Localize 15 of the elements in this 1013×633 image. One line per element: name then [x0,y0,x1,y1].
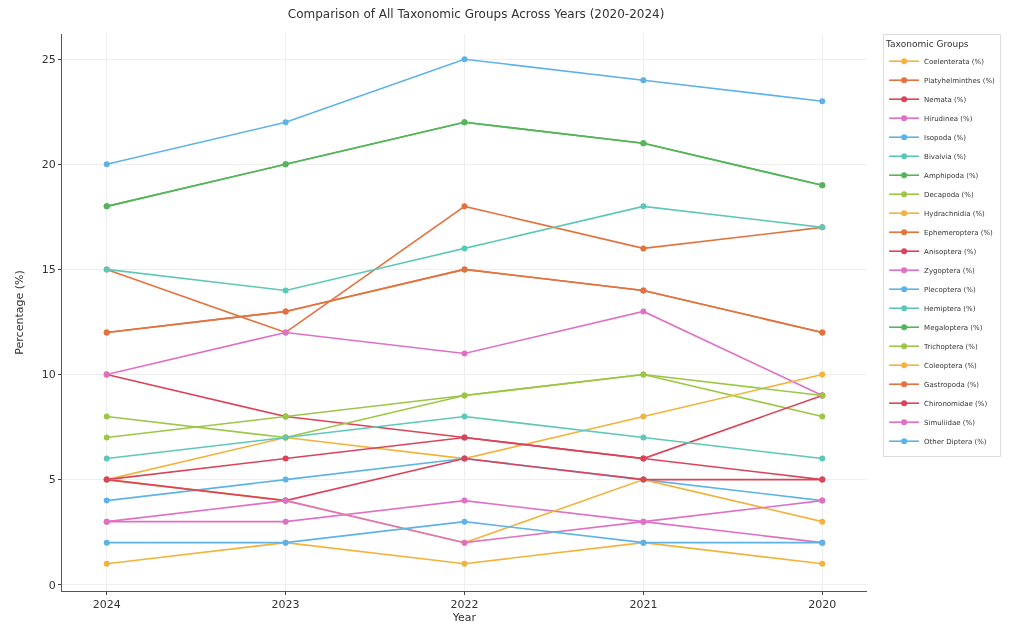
legend-title: Taxonomic Groups [885,38,969,49]
y-tick-label: 0 [48,578,56,592]
x-tick-label: 2022 [450,598,479,612]
y-tick-label: 10 [41,368,56,382]
x-axis-title: Year [451,611,477,625]
x-tick-label: 2021 [629,598,658,612]
x-tick-label: 2020 [808,598,837,612]
x-tick-label: 2023 [271,598,300,612]
y-axis-title: Percentage (%) [13,270,27,355]
x-tick-label: 2024 [92,598,121,612]
chart-title: Comparison of All Taxonomic Groups Across Years (2020-2024) [287,6,665,21]
y-tick-label: 25 [41,53,56,67]
y-tick-label: 15 [41,263,56,277]
y-tick-label: 20 [41,158,56,172]
y-tick-label: 5 [48,473,56,487]
